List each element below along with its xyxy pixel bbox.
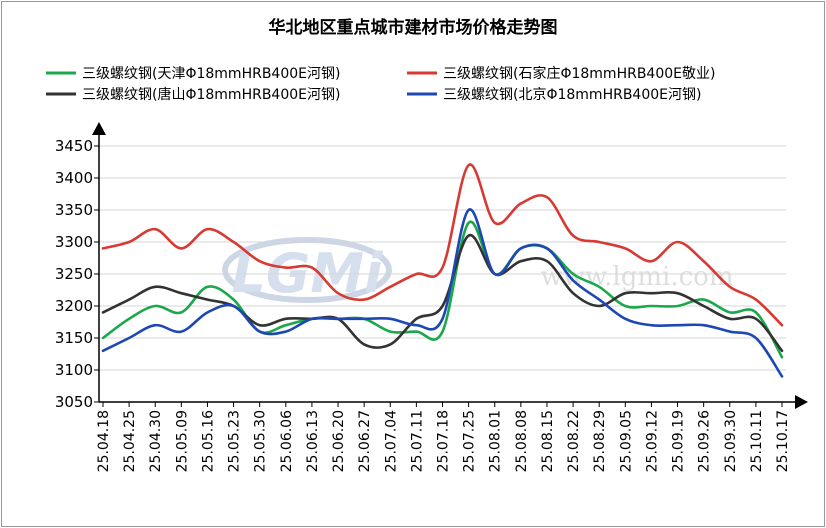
legend: 三级螺纹钢(天津Φ18mmHRB400E河钢) 三级螺纹钢(石家庄Φ18mmHRB… xyxy=(46,65,715,103)
x-tick-label: 25.07.25 xyxy=(462,410,478,472)
x-tick-label: 25.04.30 xyxy=(148,410,164,472)
x-tick-label: 25.09.26 xyxy=(697,410,713,472)
y-axis-arrow xyxy=(92,122,106,135)
watermark-logo: LGMi www.lgmi.com xyxy=(222,237,734,305)
x-tick-label: 25.09.05 xyxy=(618,410,634,472)
x-tick-label: 25.05.09 xyxy=(174,410,190,472)
legend-label-tangshan: 三级螺纹钢(唐山Φ18mmHRB400E河钢) xyxy=(82,86,340,103)
x-tick-label: 25.07.04 xyxy=(383,410,399,472)
y-tick-label: 3350 xyxy=(55,201,93,219)
y-tick-label: 3450 xyxy=(55,137,93,155)
y-tick-label: 3200 xyxy=(55,297,93,315)
x-tick-label: 25.09.12 xyxy=(644,410,660,472)
x-tick-label: 25.06.13 xyxy=(305,410,321,472)
legend-label-tianjin: 三级螺纹钢(天津Φ18mmHRB400E河钢) xyxy=(82,66,340,82)
gridlines xyxy=(99,145,786,371)
x-tick-label: 25.08.22 xyxy=(566,410,582,472)
series-line-tianjin xyxy=(101,220,784,359)
x-tick-label: 25.06.27 xyxy=(357,410,373,472)
y-tick-label: 3150 xyxy=(55,329,93,347)
y-tick-label: 3050 xyxy=(55,393,93,411)
x-axis-ticks: 25.04.18 25.04.25 25.04.30 25.05.09 25.05.16… xyxy=(96,402,791,472)
x-tick-label: 25.07.11 xyxy=(409,410,425,472)
series-line-tangshan xyxy=(101,234,784,353)
x-tick-label: 25.05.23 xyxy=(227,410,243,472)
x-tick-label: 25.05.30 xyxy=(253,410,269,472)
series-line-shijiazhuang xyxy=(101,163,784,327)
x-tick-label: 25.10.17 xyxy=(775,410,791,472)
x-tick-label: 25.08.29 xyxy=(592,410,608,472)
chart-title: 华北地区重点城市建材市场价格走势图 xyxy=(269,17,558,38)
x-tick-label: 25.04.25 xyxy=(122,410,138,472)
watermark-url-text: www.lgmi.com xyxy=(540,262,733,292)
x-tick-label: 25.09.30 xyxy=(723,410,739,472)
x-tick-label: 25.10.11 xyxy=(749,410,765,472)
y-tick-label: 3250 xyxy=(55,265,93,283)
x-axis-arrow xyxy=(795,395,808,409)
x-tick-label: 25.04.18 xyxy=(96,410,112,472)
x-tick-label: 25.06.20 xyxy=(331,410,347,472)
y-tick-label: 3300 xyxy=(55,233,93,251)
y-axis-ticks: 3050 3100 3150 3200 3250 3300 3350 3400 3450 xyxy=(55,137,99,411)
series-line-beijing xyxy=(101,208,784,378)
y-tick-label: 3100 xyxy=(55,361,93,379)
x-tick-label: 25.08.01 xyxy=(488,410,504,472)
x-tick-label: 25.08.15 xyxy=(540,410,556,472)
x-tick-label: 25.06.06 xyxy=(279,410,295,472)
x-tick-label: 25.09.19 xyxy=(671,410,687,472)
x-tick-label: 25.08.08 xyxy=(514,410,530,472)
x-tick-label: 25.07.18 xyxy=(436,410,452,472)
x-tick-label: 25.05.16 xyxy=(200,410,216,472)
legend-label-shijiazhuang: 三级螺纹钢(石家庄Φ18mmHRB400E敬业) xyxy=(443,65,715,82)
legend-label-beijing: 三级螺纹钢(北京Φ18mmHRB400E河钢) xyxy=(443,87,701,103)
y-tick-label: 3400 xyxy=(55,169,93,187)
series-lines xyxy=(101,163,784,378)
